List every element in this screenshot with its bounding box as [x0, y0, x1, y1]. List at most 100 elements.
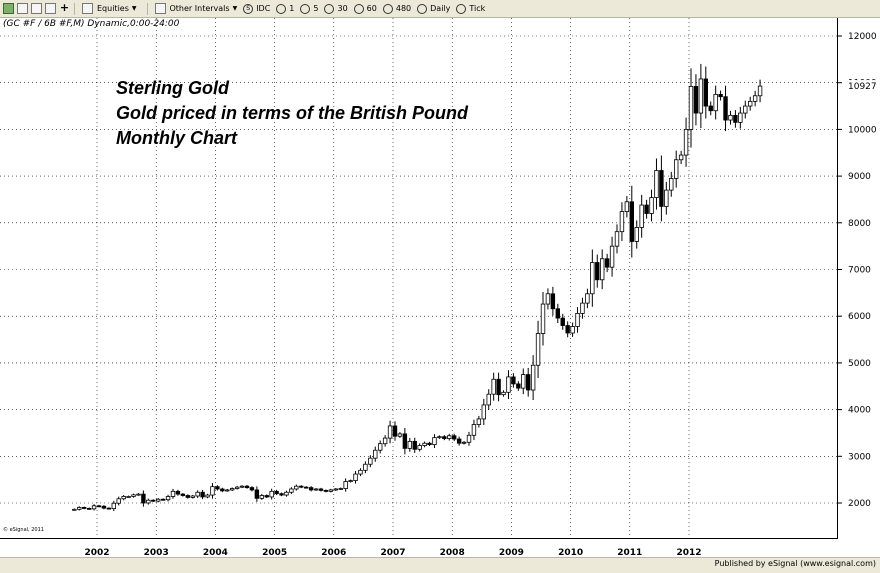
candle	[136, 493, 141, 496]
interval-1-button[interactable]: 1	[276, 3, 294, 14]
chart-icon[interactable]	[3, 3, 14, 14]
candle-body	[649, 197, 654, 214]
candle-body	[210, 486, 215, 496]
candle-body	[180, 493, 186, 496]
candle-body	[738, 112, 743, 123]
candle	[545, 288, 551, 310]
other-intervals-dropdown[interactable]: Other Intervals ▼	[152, 3, 238, 14]
candle	[382, 435, 388, 447]
candle-body	[274, 490, 279, 495]
interval-daily-button[interactable]: Daily	[417, 3, 450, 14]
x-tick-label: 2005	[262, 548, 287, 558]
candle-body	[249, 487, 255, 491]
page-icon[interactable]	[17, 3, 28, 14]
candle-body	[318, 488, 324, 491]
candle-body	[397, 433, 403, 437]
interval-60-button[interactable]: 60	[353, 3, 377, 14]
candle	[146, 498, 151, 505]
candle	[313, 488, 319, 491]
candle-body	[368, 457, 373, 465]
plus-icon[interactable]: +	[59, 1, 70, 14]
candle	[437, 435, 442, 439]
candle-body	[703, 78, 708, 107]
equities-dropdown[interactable]: Equities ▼	[79, 3, 137, 14]
x-axis: 2002 2003 2004 2005 2006 2007 2008 2009 2010 2011…	[84, 548, 701, 558]
candle-body	[239, 485, 245, 488]
candle-body	[392, 425, 398, 437]
candle-body	[151, 499, 156, 502]
candle	[377, 440, 383, 454]
candle-body	[540, 303, 546, 334]
candle-body	[580, 302, 585, 314]
candle-body	[348, 480, 353, 482]
candle-body	[382, 437, 388, 445]
candle-body	[664, 189, 669, 207]
candle-body	[259, 495, 264, 499]
candle	[629, 185, 634, 258]
copy-icon[interactable]	[31, 3, 42, 14]
candle-body	[101, 505, 107, 509]
x-tick-label: 2002	[84, 548, 109, 558]
candle-body	[456, 438, 462, 444]
candle-body	[82, 507, 87, 509]
candle-body	[718, 93, 723, 98]
y-tick-label: 12000	[848, 32, 877, 42]
candle	[141, 490, 146, 507]
candle-body	[303, 486, 309, 489]
candle-body	[299, 485, 304, 488]
clock-icon	[300, 3, 311, 14]
candle-body	[743, 105, 748, 114]
candle	[432, 434, 437, 449]
candle-body	[343, 481, 348, 489]
interval-idc-button[interactable]: S IDC	[243, 3, 270, 14]
interval-60-label: 60	[366, 4, 377, 13]
candle-body	[590, 262, 595, 295]
candle-body	[506, 376, 511, 393]
interval-5-button[interactable]: 5	[300, 3, 318, 14]
candle	[738, 106, 743, 129]
candle-body	[644, 204, 649, 214]
candle-body	[757, 85, 763, 97]
x-tick-label: 2007	[380, 548, 405, 558]
candle	[654, 158, 659, 210]
y-tick-label: 6000	[848, 312, 871, 322]
interval-480-button[interactable]: 480	[382, 3, 411, 14]
candle	[229, 487, 235, 492]
candle	[683, 117, 689, 167]
candle	[101, 505, 107, 510]
candle	[91, 504, 97, 511]
candle	[106, 507, 112, 510]
candle	[190, 494, 195, 499]
x-tick-label: 2010	[558, 548, 583, 558]
caret-down-icon: ▼	[232, 5, 238, 12]
candle	[698, 63, 704, 129]
candle	[264, 494, 269, 499]
y-tick-label: 10000	[848, 125, 877, 135]
interval-30-button[interactable]: 30	[324, 3, 348, 14]
candle	[491, 372, 496, 401]
candle	[748, 96, 753, 111]
candle-body	[624, 201, 630, 212]
candle-body	[481, 404, 486, 420]
candle	[466, 431, 472, 446]
candle	[323, 489, 329, 493]
candle-body	[131, 494, 136, 497]
candle-body	[175, 490, 181, 495]
candle-body	[501, 391, 506, 396]
clock-icon	[276, 3, 287, 14]
candle-body	[165, 496, 171, 501]
toolbar: + Equities ▼ Other Intervals ▼ S IDC 1 5 30…	[0, 0, 880, 18]
candle-body	[373, 449, 378, 459]
candle-body	[530, 364, 536, 391]
candle	[274, 489, 279, 496]
candle-body	[294, 485, 299, 490]
candle	[185, 494, 190, 499]
candle-body	[698, 78, 704, 114]
candle-body	[402, 433, 408, 449]
interval-tick-button[interactable]: Tick	[456, 3, 485, 14]
layout-icon[interactable]	[45, 3, 56, 14]
candle-body	[244, 485, 250, 488]
candle-body	[338, 488, 343, 490]
candle-body	[535, 333, 541, 366]
